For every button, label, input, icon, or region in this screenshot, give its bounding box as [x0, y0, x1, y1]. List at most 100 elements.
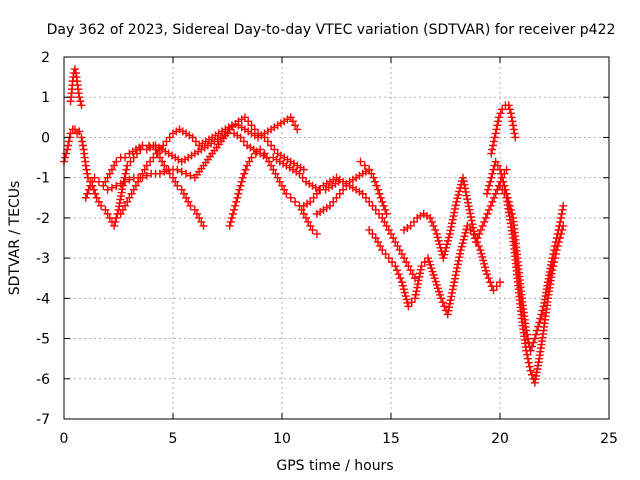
data-point [450, 274, 459, 283]
data-point [489, 286, 498, 295]
data-point [407, 298, 416, 307]
data-point [396, 274, 405, 283]
data-point [453, 194, 462, 203]
data-point [409, 217, 418, 226]
data-point [557, 213, 566, 222]
data-point [448, 215, 457, 224]
data-point [453, 260, 462, 269]
data-point [484, 185, 493, 194]
data-point [238, 173, 247, 182]
data-point [372, 181, 381, 190]
data-point [127, 189, 136, 198]
data-point [62, 149, 71, 158]
data-point [244, 117, 253, 126]
data-point [496, 109, 505, 118]
data-point [504, 101, 513, 110]
data-point [241, 165, 250, 174]
data-point [365, 225, 374, 234]
data-point [133, 149, 142, 158]
series-track-h [312, 165, 374, 218]
data-point [199, 221, 208, 230]
plot-border [63, 56, 610, 420]
data-point [169, 173, 177, 182]
data-point [527, 370, 536, 379]
x-tick-label: 15 [382, 431, 400, 447]
data-point [239, 137, 248, 146]
data-point [325, 201, 334, 210]
data-point [505, 105, 514, 114]
data-point [365, 197, 374, 206]
data-point [78, 141, 87, 150]
data-point [482, 189, 491, 198]
data-point [447, 292, 456, 301]
data-point [232, 197, 241, 206]
data-point [444, 306, 453, 315]
data-point [440, 250, 449, 259]
data-point [376, 242, 385, 251]
data-point [312, 189, 321, 198]
data-point [306, 197, 315, 206]
data-point [275, 177, 284, 186]
data-point [77, 133, 86, 142]
data-point [414, 276, 423, 285]
data-point [226, 217, 235, 226]
data-point [165, 133, 174, 142]
data-point [251, 149, 260, 158]
data-point [262, 153, 271, 162]
data-point [443, 310, 452, 319]
data-point [454, 256, 463, 265]
data-point [61, 153, 70, 162]
data-point [371, 234, 380, 242]
y-tick-label: -6 [36, 372, 50, 388]
data-point [408, 270, 417, 279]
data-point [480, 259, 489, 268]
data-point [123, 197, 132, 206]
data-point [404, 302, 413, 311]
data-point [99, 181, 108, 190]
data-point [559, 201, 568, 210]
data-point [97, 201, 106, 210]
x-tick-label: 20 [491, 431, 509, 447]
data-point [179, 189, 188, 198]
data-point [299, 165, 308, 174]
data-point [530, 334, 539, 343]
data-point [155, 169, 164, 178]
data-point [548, 266, 557, 275]
data-point [123, 161, 132, 170]
data-point [369, 173, 378, 182]
data-point [107, 183, 116, 192]
data-point [393, 242, 402, 251]
data-point [306, 221, 315, 230]
data-point [75, 93, 84, 102]
data-point [489, 137, 498, 146]
data-point [160, 167, 169, 176]
data-point [463, 195, 472, 204]
x-axis-label: GPS time / hours [276, 458, 393, 474]
data-point [531, 330, 540, 339]
data-point [462, 191, 471, 200]
data-point [485, 205, 494, 214]
data-point [228, 209, 237, 218]
data-point [434, 236, 443, 245]
data-point [550, 258, 559, 267]
data-point [186, 201, 195, 210]
data-point [439, 254, 448, 263]
data-point [490, 193, 499, 202]
data-point [110, 161, 119, 170]
data-point [491, 157, 500, 166]
data-point [498, 173, 507, 182]
data-point [398, 281, 407, 290]
data-point [410, 294, 419, 303]
data-point [498, 105, 507, 114]
series-track-g [299, 173, 419, 283]
data-point [378, 246, 387, 255]
data-point [356, 157, 365, 166]
data-point [64, 141, 73, 150]
data-point [368, 201, 377, 210]
data-point [375, 189, 384, 198]
data-point [184, 197, 193, 206]
data-point [449, 281, 458, 290]
data-point [478, 252, 487, 261]
data-point [63, 145, 72, 154]
